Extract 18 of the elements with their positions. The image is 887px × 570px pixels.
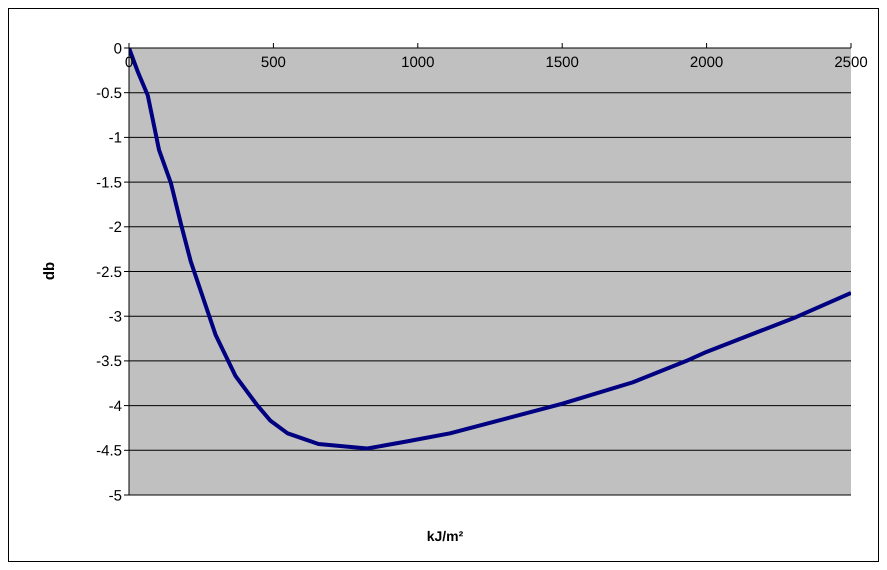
y-tick-label: -3.5	[96, 353, 122, 370]
y-tick-label: -3	[108, 308, 122, 326]
x-axis-title: kJ/m²	[426, 528, 464, 544]
x-tick-label: 2000	[690, 54, 724, 71]
y-tick-label: -2	[108, 219, 122, 236]
y-axis-title: db	[41, 262, 58, 280]
x-tick-label: 1000	[401, 54, 434, 71]
x-tick-label: 2500	[834, 54, 868, 71]
y-tick-label: -5	[108, 487, 122, 504]
y-tick-label: -4	[108, 398, 122, 415]
y-tick-label: -0.5	[96, 85, 122, 102]
y-tick-label: -4.5	[96, 442, 122, 460]
y-tick-label: -1	[108, 130, 122, 147]
y-tick-label: 0	[114, 40, 122, 58]
x-tick-label: 1500	[546, 54, 579, 71]
y-tick-label: -1.5	[96, 174, 122, 192]
x-tick-label: 500	[260, 54, 286, 71]
y-tick-label: -2.5	[96, 264, 122, 281]
